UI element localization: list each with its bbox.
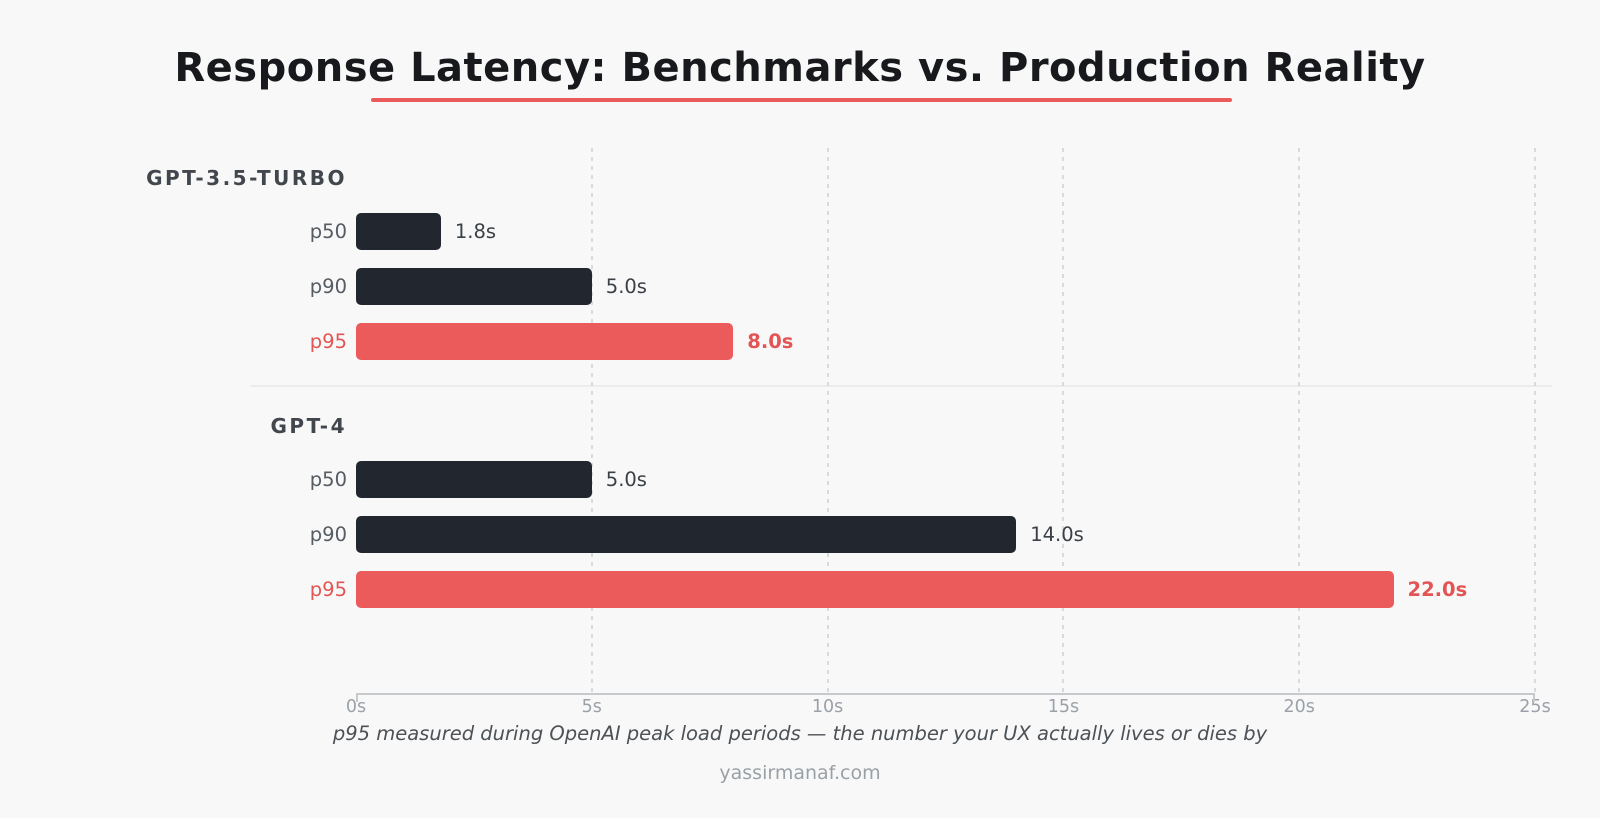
x-tick-label: 20s (1283, 697, 1315, 717)
bar-label: p95 (309, 578, 347, 601)
bar-value: 22.0s (1407, 578, 1468, 601)
bar-label: p50 (309, 220, 347, 243)
bar-value: 5.0s (605, 275, 647, 298)
bar-value: 1.8s (454, 220, 497, 243)
gridline (1062, 148, 1065, 693)
title-underline-accent (371, 98, 1232, 102)
chart-caption: p95 measured during OpenAI peak load per… (332, 722, 1268, 745)
bar (356, 268, 592, 305)
group-label: GPT-3.5-TURBO (146, 166, 347, 190)
bar-value: 8.0s (747, 330, 794, 353)
x-tick-label: 10s (811, 697, 844, 717)
bar (356, 516, 1017, 553)
bar-label: p90 (309, 523, 347, 546)
gridline (1298, 148, 1301, 693)
group-separator-line (250, 385, 1552, 387)
x-tick-label: 0s (345, 697, 367, 717)
axis-end-tick (1533, 693, 1535, 702)
x-tick-label: 25s (1519, 697, 1551, 717)
gridline (826, 148, 829, 693)
group-label: GPT-4 (270, 414, 347, 438)
bar (356, 213, 441, 250)
bar (356, 461, 592, 498)
gridline (1534, 148, 1536, 693)
chart-title: Response Latency: Benchmarks vs. Product… (174, 45, 1426, 91)
x-tick-label: 5s (581, 697, 602, 717)
x-axis-line (356, 693, 1535, 695)
bar (356, 323, 734, 360)
bar-label: p95 (309, 330, 347, 353)
bar-label: p90 (309, 275, 347, 298)
attribution-text: yassirmanaf.com (719, 762, 881, 784)
bar-value: 14.0s (1030, 523, 1084, 546)
bar (356, 571, 1394, 608)
bar-label: p50 (309, 468, 347, 491)
gridline (590, 148, 593, 693)
axis-end-tick (356, 693, 358, 702)
x-tick-label: 15s (1047, 697, 1080, 717)
bar-value: 5.0s (605, 468, 647, 491)
